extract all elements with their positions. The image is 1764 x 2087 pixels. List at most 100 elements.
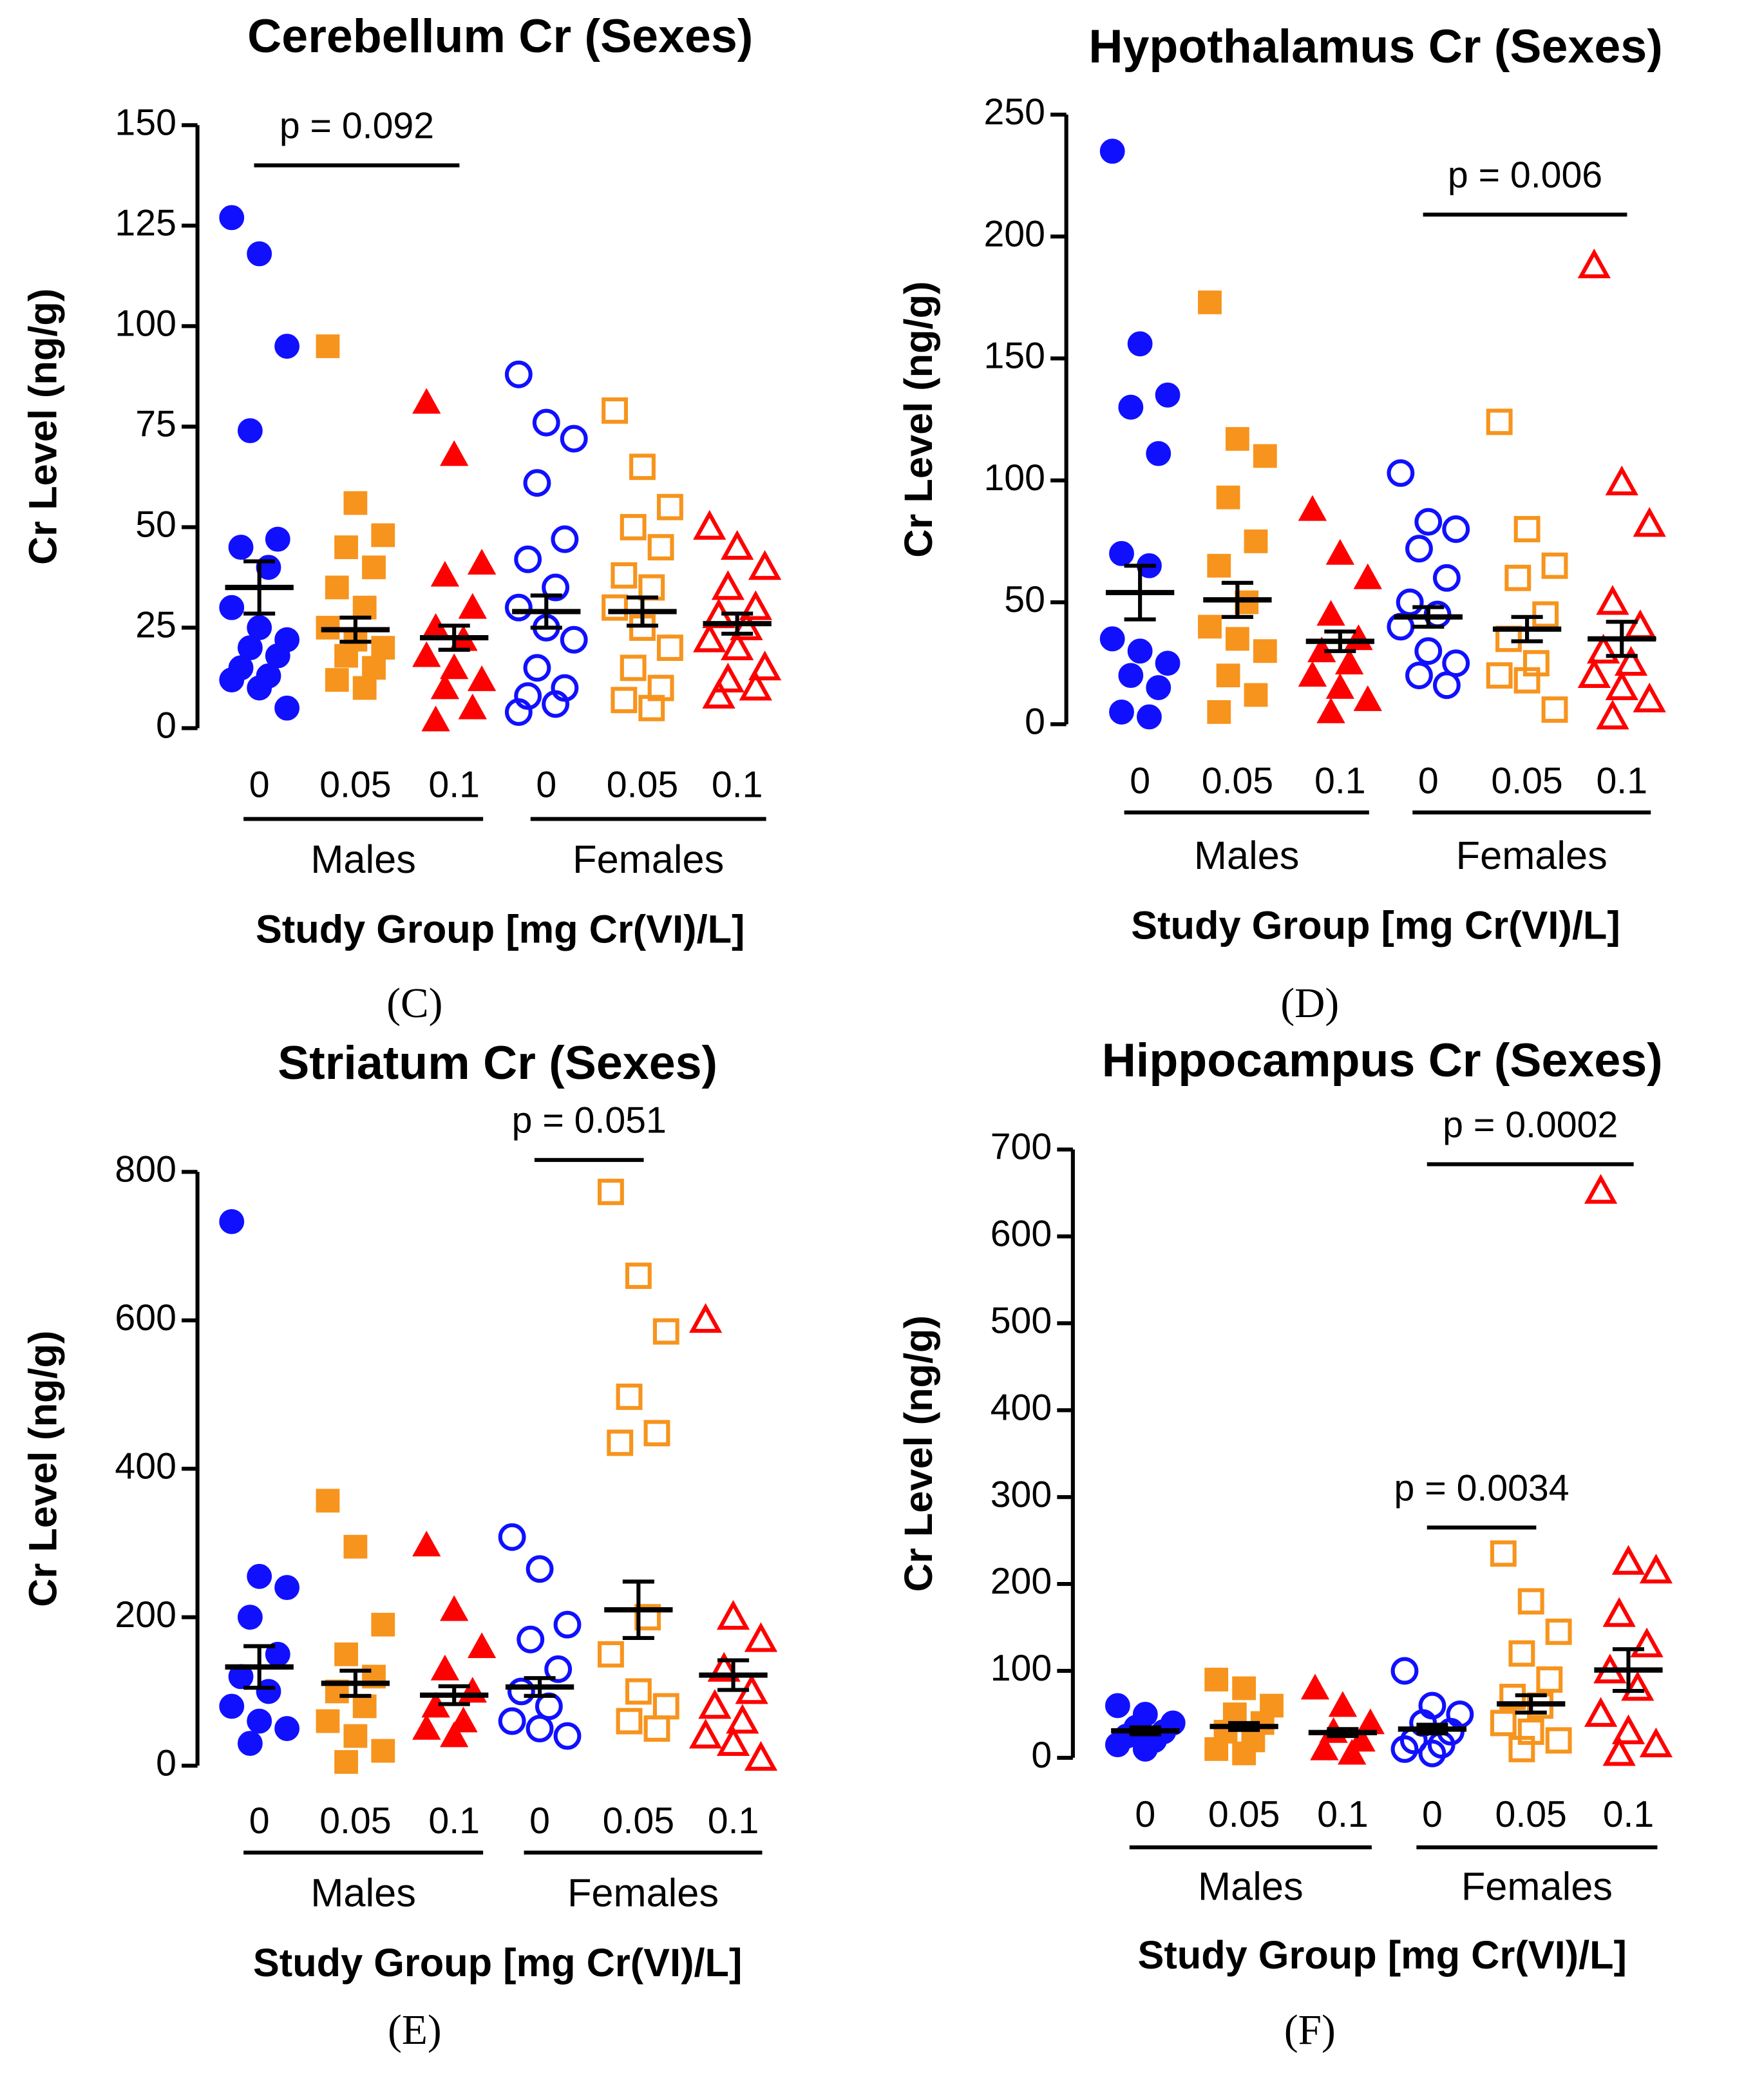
x-tick-label: 0.1 xyxy=(1603,1794,1655,1835)
point xyxy=(467,1632,497,1659)
y-tick-label: 200 xyxy=(983,213,1045,254)
group-label: Females xyxy=(573,837,724,881)
y-axis-label: Cr Level (ng/g) xyxy=(21,289,65,565)
point xyxy=(1390,1735,1419,1763)
x-axis-label: Study Group [mg Cr(VI)/L] xyxy=(256,906,745,951)
point xyxy=(371,636,395,660)
point xyxy=(602,397,629,424)
panel: Cerebellum Cr (Sexes) Cr Level (ng/g) Stud… xyxy=(21,9,782,1027)
point xyxy=(371,1739,395,1763)
y-tick-label: 200 xyxy=(115,1594,176,1635)
point xyxy=(1405,535,1433,563)
point xyxy=(544,1655,573,1683)
point xyxy=(1109,540,1134,566)
point xyxy=(730,610,763,640)
chart-title: Cerebellum Cr (Sexes) xyxy=(247,9,753,62)
point xyxy=(1338,1739,1367,1765)
point xyxy=(1545,1618,1572,1645)
point xyxy=(716,1599,750,1630)
point xyxy=(643,1715,670,1742)
group-label: Females xyxy=(1456,833,1608,877)
point xyxy=(1353,563,1382,589)
point xyxy=(1390,1657,1419,1685)
point xyxy=(693,510,726,540)
y-tick-label: 50 xyxy=(135,504,176,546)
point xyxy=(1508,1735,1535,1762)
point xyxy=(504,593,533,622)
point xyxy=(1127,331,1153,357)
point xyxy=(316,1489,340,1513)
point xyxy=(371,1612,395,1637)
point xyxy=(1504,564,1532,591)
point xyxy=(1146,441,1171,466)
point xyxy=(412,641,441,667)
point xyxy=(744,1622,778,1652)
point xyxy=(1508,1640,1535,1667)
p-value: p = 0.0034 xyxy=(1394,1467,1570,1509)
point xyxy=(1486,408,1513,435)
p-value: p = 0.051 xyxy=(512,1100,667,1141)
point xyxy=(1596,585,1629,615)
x-axis-label: Study Group [mg Cr(VI)/L] xyxy=(1131,902,1620,947)
point xyxy=(1432,671,1461,700)
point xyxy=(526,1715,554,1742)
panel: Striatum Cr (Sexes) Cr Level (ng/g) Study … xyxy=(21,1036,778,2054)
point xyxy=(247,1563,272,1589)
x-tick-label: 0.05 xyxy=(319,765,391,806)
y-axis-label: Cr Level (ng/g) xyxy=(21,1331,65,1607)
point xyxy=(553,1722,582,1750)
point xyxy=(1105,1732,1130,1758)
x-tick-label: 0 xyxy=(1130,760,1150,801)
point xyxy=(430,1654,460,1681)
x-axis-label: Study Group [mg Cr(VI)/L] xyxy=(253,1940,743,1985)
point xyxy=(1232,1676,1257,1701)
point xyxy=(412,1713,441,1740)
point xyxy=(1605,670,1638,700)
p-value: p = 0.006 xyxy=(1448,155,1602,196)
point xyxy=(325,575,349,600)
point xyxy=(1132,1736,1158,1762)
group-label: Males xyxy=(310,837,416,881)
point xyxy=(1099,626,1125,652)
point xyxy=(1513,516,1541,542)
x-tick-label: 0.05 xyxy=(1491,760,1562,801)
point xyxy=(611,687,638,714)
y-tick-label: 150 xyxy=(983,336,1045,377)
point xyxy=(688,1303,723,1333)
point xyxy=(440,440,469,466)
point xyxy=(1298,661,1327,687)
point xyxy=(711,662,744,692)
point xyxy=(1639,1727,1673,1758)
point xyxy=(739,671,772,701)
point xyxy=(247,1708,272,1734)
point xyxy=(711,570,744,600)
point xyxy=(247,241,272,267)
point xyxy=(535,1692,563,1720)
point xyxy=(721,529,754,560)
point xyxy=(1232,1741,1257,1766)
point xyxy=(412,388,441,414)
point xyxy=(1418,1739,1446,1768)
panel-label: (E) xyxy=(388,2007,442,2054)
point xyxy=(430,673,460,700)
point xyxy=(1611,1714,1645,1744)
point xyxy=(1633,682,1666,712)
point xyxy=(334,1642,358,1666)
point xyxy=(237,1605,263,1630)
point xyxy=(1198,615,1222,639)
point xyxy=(616,1708,643,1735)
point xyxy=(517,1625,545,1653)
point xyxy=(1596,700,1629,730)
point xyxy=(542,690,570,718)
point xyxy=(1545,1727,1572,1754)
point xyxy=(693,622,726,653)
point xyxy=(652,1693,679,1720)
panel: Hippocampus Cr (Sexes) Cr Level (ng/g) Stu… xyxy=(896,1033,1673,2054)
x-tick-label: 0.1 xyxy=(1596,760,1647,801)
point xyxy=(656,634,683,662)
point xyxy=(219,667,245,692)
point xyxy=(1244,683,1268,707)
point xyxy=(1639,1554,1673,1584)
point xyxy=(1577,248,1611,279)
point xyxy=(1225,427,1249,451)
